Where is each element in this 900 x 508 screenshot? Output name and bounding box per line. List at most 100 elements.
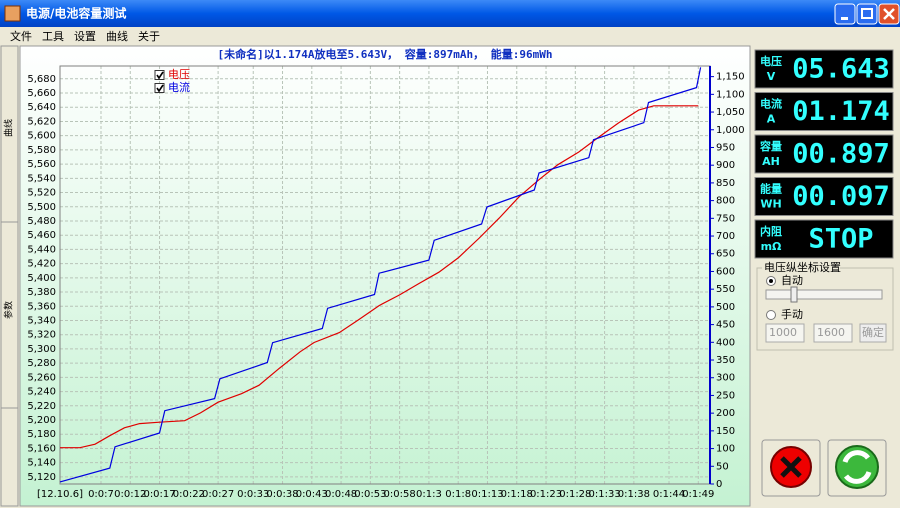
maximize-button[interactable] [856,3,878,25]
y-tick-label: 5,620 [27,116,56,127]
chart: [未命名]以1.174A放电至5.643V， 容量:897mAh， 能量:96m… [27,47,744,500]
y-tick-label: 5,440 [27,244,56,255]
legend-checkbox[interactable] [154,83,165,93]
chart-panel [19,45,751,507]
meter-value: 01.174 [792,96,890,127]
y2-tick-label: 800 [716,196,735,207]
legend-check [156,84,164,93]
y2-tick-label: 100 [716,444,735,455]
y-tick-label: 5,180 [27,429,56,440]
y-tick-label: 5,520 [27,188,56,199]
max-input[interactable] [813,323,853,343]
y-tick-label: 5,200 [27,415,56,426]
x-tick-label: 0:0:33 [237,489,269,500]
menu-item[interactable]: 文件 [10,29,32,43]
chart-title: [未命名]以1.174A放电至5.643V， 容量:897mAh， 能量:96m… [217,47,552,61]
x-tick-label: 0:1:44 [653,489,685,500]
slider-track[interactable] [765,289,883,300]
series-line [59,67,702,483]
y-tick-label: 5,640 [27,102,56,113]
close-glyph [883,8,895,20]
radio-manual[interactable] [766,310,776,320]
meter-value: 00.897 [792,139,890,170]
y2-tick-label: 150 [716,426,735,437]
x-tick-label: 0:0:53 [354,489,386,500]
app-icon [4,5,21,22]
legend-label: 电压 [168,68,190,81]
meter-label: 容量 [759,139,782,153]
y2-tick-label: 1,050 [716,107,745,118]
y-tick-label: 5,360 [27,301,56,312]
title-bar [0,0,900,27]
y-tick-label: 5,220 [27,401,56,412]
y-tick-label: 5,300 [27,344,56,355]
y-tick-label: 5,280 [27,358,56,369]
y2-tick-label: 300 [716,373,735,384]
x-tick-label: 0:0:58 [384,489,416,500]
meter [754,92,894,131]
meter-unit: mΩ [761,240,782,253]
x-tick-label: [12.10.6] [37,489,83,500]
x-tick-label: 0:1:3 [416,489,442,500]
tab-label[interactable]: 参数 [3,301,15,319]
legend-check [156,71,164,80]
settings-title: 电压纵坐标设置 [764,260,841,274]
series-line [60,105,699,449]
legend-checkbox[interactable] [154,70,165,80]
y2-tick-label: 1,000 [716,125,745,136]
confirm-label: 确定 [862,325,884,339]
y-tick-label: 5,260 [27,372,56,383]
meter-label: 内阻 [760,224,782,238]
menu-item[interactable]: 曲线 [106,29,128,43]
y-tick-label: 5,600 [27,131,56,142]
minimize-button[interactable] [834,3,856,25]
slider-thumb[interactable] [790,286,798,303]
y-tick-label: 5,660 [27,88,56,99]
x-tick-label: 0:0:27 [202,489,234,500]
y-tick-label: 5,480 [27,216,56,227]
x-tick-label: 0:1:28 [559,489,591,500]
x-tick-label: 0:1:23 [530,489,562,500]
radio-dot [769,279,773,283]
x-tick-label: 0:1:33 [589,489,621,500]
y-tick-label: 5,320 [27,330,56,341]
min-input[interactable] [765,323,805,343]
y-tick-label: 5,500 [27,202,56,213]
y2-tick-label: 600 [716,266,735,277]
menu-item[interactable]: 工具 [42,30,64,43]
y2-tick-label: 550 [716,284,735,295]
x-tick-label: 0:1:13 [471,489,503,500]
y2-tick-label: 900 [716,160,735,171]
x-tick-label: 0:0:48 [325,489,357,500]
y2-tick-label: 700 [716,231,735,242]
y2-tick-label: 650 [716,249,735,260]
confirm-button[interactable] [859,323,887,343]
y2-tick-label: 350 [716,355,735,366]
meter-value: 05.643 [792,54,890,85]
x-tick-label: 0:1:8 [445,489,471,500]
y-tick-label: 5,540 [27,173,56,184]
y2-tick-label: 850 [716,178,735,189]
y-tick-label: 5,560 [27,159,56,170]
max-input-text: 1600 [817,326,845,339]
y2-tick-label: 250 [716,390,735,401]
y2-tick-label: 750 [716,213,735,224]
y-tick-label: 5,420 [27,259,56,270]
x-tick-label: 0:1:38 [618,489,650,500]
min-input-text: 1000 [769,326,797,339]
radio-label[interactable]: 手动 [781,307,803,321]
tab-strip [0,45,19,507]
menu-item[interactable]: 设置 [74,30,96,43]
x-tick-label: 0:1:49 [682,489,714,500]
meter [754,219,894,259]
y-tick-label: 5,120 [27,472,56,483]
y2-tick-label: 950 [716,142,735,153]
tab-label[interactable]: 曲线 [3,119,15,137]
menu-item[interactable]: 关于 [138,29,160,43]
x-tick-label: 0:0:12 [114,489,146,500]
y-tick-label: 5,160 [27,443,56,454]
meter-unit: A [767,113,776,126]
meter-label: 电流 [760,97,782,111]
meter-unit: WH [760,198,781,211]
radio-label[interactable]: 自动 [781,274,803,287]
